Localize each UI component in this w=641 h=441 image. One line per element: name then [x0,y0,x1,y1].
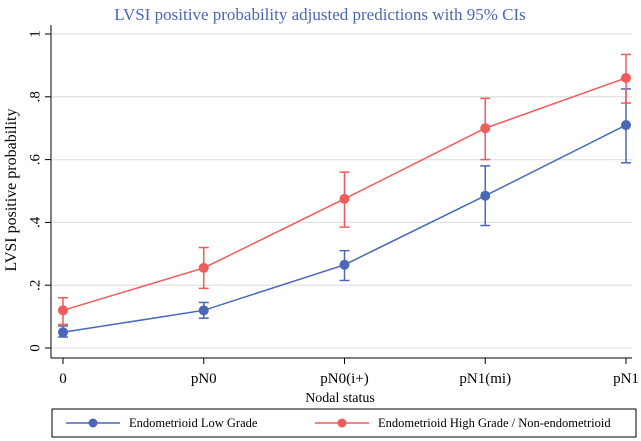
data-point [621,120,631,131]
data-point [480,190,491,201]
data-point [621,72,631,83]
y-tick-label: .8 [27,91,43,102]
x-tick-label: pN0 [191,371,217,387]
data-point [339,193,350,204]
data-point [58,305,68,316]
y-tick-label: .2 [27,280,43,291]
y-tick-label: 0 [27,344,43,352]
y-tick-label: .4 [27,216,43,228]
x-tick-label: 0 [59,371,67,387]
data-point [198,262,209,273]
chart-title: LVSI positive probability adjusted predi… [114,5,526,24]
y-axis-label: LVSI positive probability [3,109,20,272]
legend-label: Endometrioid High Grade / Non-endometrio… [378,416,611,430]
y-tick-label: 1 [27,30,43,38]
legend-label: Endometrioid Low Grade [129,416,258,430]
legend-marker [337,418,347,428]
x-tick-label: pN1 [613,371,639,387]
data-point [198,305,209,316]
data-point [58,327,68,338]
data-point [339,259,350,270]
series-line [62,124,627,334]
x-tick-label: pN0(i+) [320,371,368,387]
x-tick-label: pN1(mi) [459,371,511,387]
x-axis-label: Nodal status [305,391,375,406]
y-tick-label: .6 [27,153,43,165]
legend-marker [88,418,98,428]
data-point [480,123,491,134]
